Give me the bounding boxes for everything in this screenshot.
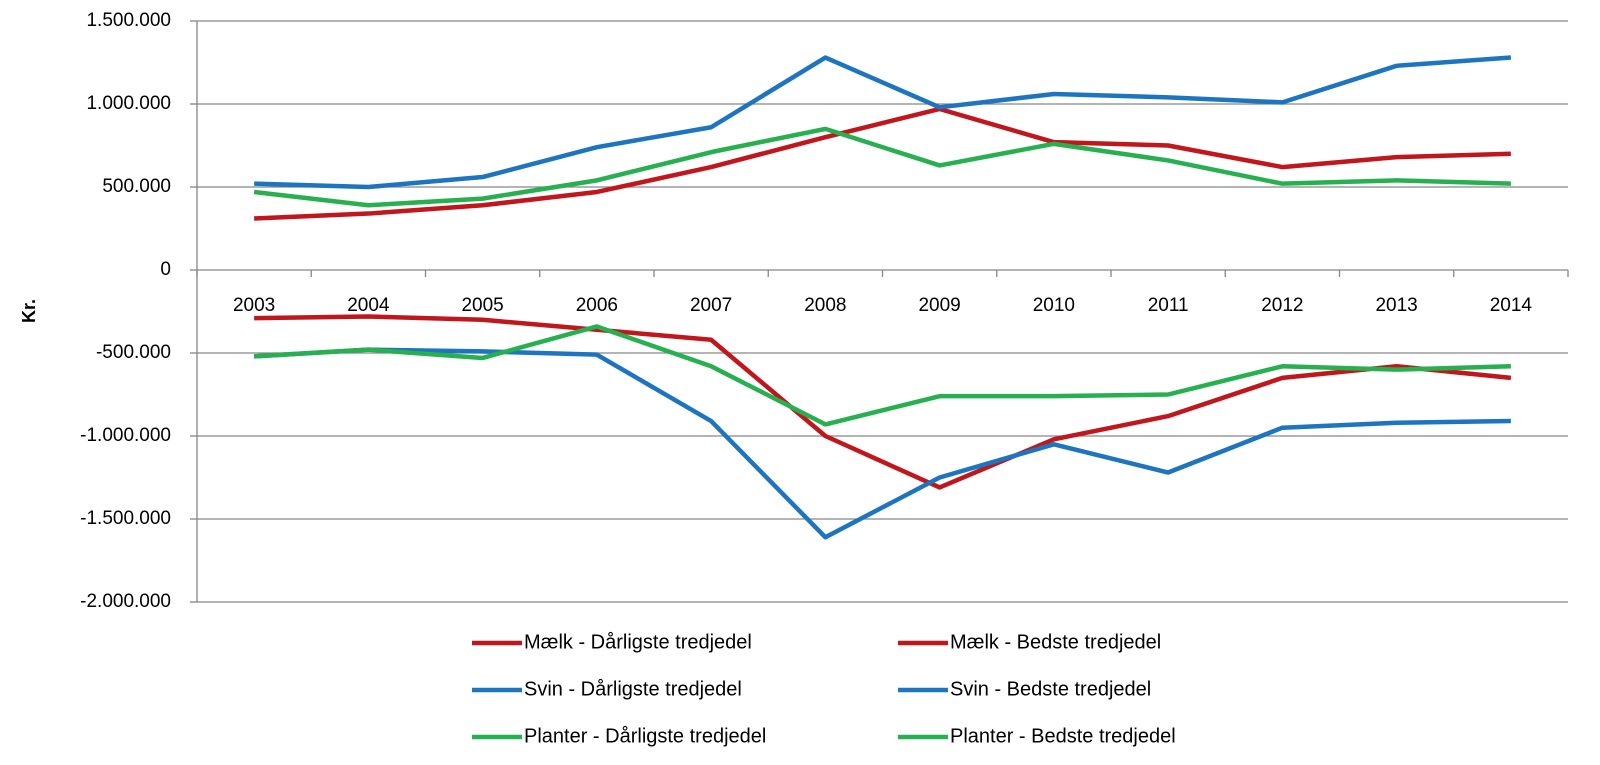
x-tick-label: 2011: [1148, 295, 1189, 316]
legend-label: Planter - Bedste tredjedel: [950, 725, 1176, 747]
series-line: [253, 347, 1511, 540]
x-tick-label: 2010: [1033, 295, 1075, 316]
legend-label: Planter - Dårligste tredjedel: [524, 725, 766, 747]
x-tick-label: 2004: [347, 295, 390, 316]
y-tick-label: -1.500.000: [80, 508, 171, 529]
x-tick-label: 2006: [576, 295, 618, 316]
series-line: [254, 106, 1511, 221]
y-axis-label: Kr.: [19, 299, 39, 323]
x-tick-label: 2003: [233, 295, 275, 316]
y-tick-label: 500.000: [102, 176, 171, 197]
x-tick-label: 2013: [1375, 295, 1417, 316]
legend-label: Svin - Dårligste tredjedel: [524, 678, 742, 700]
legend-label: Mælk - Bedste tredjedel: [950, 631, 1161, 653]
legend-label: Svin - Bedste tredjedel: [950, 678, 1151, 700]
y-tick-label: 1.000.000: [86, 93, 171, 114]
series-line: [254, 55, 1512, 190]
series-line: [254, 314, 1512, 490]
y-tick-label: -2.000.000: [80, 591, 171, 612]
x-tick-label: 2008: [804, 295, 846, 316]
x-tick-label: 2005: [461, 295, 503, 316]
legend-label: Mælk - Dårligste tredjedel: [524, 631, 752, 653]
x-tick-label: 2014: [1490, 295, 1533, 316]
y-tick-label: 1.500.000: [86, 10, 171, 31]
x-tick-label: 2009: [918, 295, 960, 316]
x-tick-label: 2007: [690, 295, 732, 316]
series-line: [253, 126, 1511, 208]
y-tick-label: -500.000: [96, 342, 171, 363]
series-line: [253, 324, 1511, 427]
x-tick-label: 2012: [1261, 295, 1303, 316]
y-tick-label: 0: [160, 259, 171, 280]
y-tick-label: -1.000.000: [80, 425, 171, 446]
